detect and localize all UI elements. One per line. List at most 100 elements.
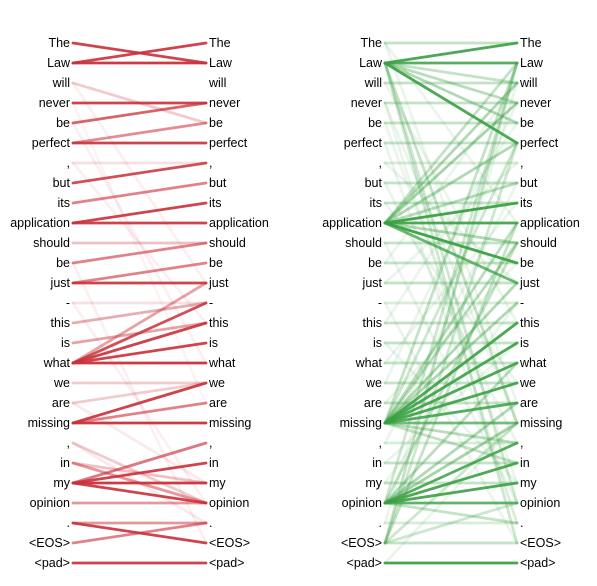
source-token-label: ,: [67, 436, 70, 450]
attention-edge: [71, 201, 208, 225]
attention-edge: [71, 381, 208, 425]
attention-edge: [71, 341, 208, 365]
source-token-label: we: [365, 376, 382, 390]
target-token-label: this: [520, 316, 539, 330]
attention-edge: [71, 161, 208, 325]
source-token-label: are: [52, 396, 70, 410]
attention-edge: [383, 81, 519, 525]
target-token-label: what: [208, 356, 236, 370]
target-token-label: application: [209, 216, 269, 230]
target-token-label: should: [209, 236, 246, 250]
attention-edge: [383, 481, 519, 505]
attention-edge: [383, 41, 519, 65]
source-token-label: are: [364, 396, 382, 410]
target-token-label: its: [520, 196, 533, 210]
attention-edge: [383, 321, 519, 425]
target-token-label: my: [209, 476, 226, 490]
panel-left: The Law will never be perfect, but its applicati…: [10, 36, 269, 570]
attention-edge: [71, 81, 208, 285]
source-token-label: ,: [379, 156, 382, 170]
target-token-label: missing: [209, 416, 251, 430]
source-token-label: never: [39, 96, 70, 110]
target-token-label: ,: [520, 436, 523, 450]
attention-edge: [383, 361, 519, 425]
target-token-label: ,: [209, 156, 212, 170]
attention-edge: [71, 441, 208, 485]
target-token-label: The: [209, 36, 231, 50]
attention-edge: [383, 41, 519, 225]
source-token-label: my: [53, 476, 70, 490]
source-token-label: ,: [67, 156, 70, 170]
attention-edge: [71, 161, 208, 185]
attention-edge: [383, 61, 519, 85]
attention-edge: [383, 61, 519, 545]
source-token-label: .: [67, 516, 70, 530]
attention-edge: [383, 181, 519, 225]
source-labels-left: The Law will never be perfect, but its applicati…: [10, 36, 71, 570]
target-token-label: never: [209, 96, 240, 110]
attention-edge: [71, 241, 208, 265]
attention-edge: [383, 501, 519, 545]
attention-edge: [71, 121, 208, 365]
source-token-label: is: [61, 336, 70, 350]
target-token-label: what: [519, 356, 547, 370]
target-token-label: <pad>: [209, 556, 244, 570]
attention-edge: [71, 261, 208, 285]
target-token-label: be: [209, 256, 223, 270]
target-token-label: we: [208, 376, 225, 390]
attention-edge: [383, 141, 519, 225]
attention-edge: [383, 401, 519, 425]
attention-edge: [383, 461, 519, 505]
source-token-label: be: [368, 256, 382, 270]
attention-edge: [383, 101, 519, 225]
attention-edge: [71, 181, 208, 205]
attention-edge: [383, 261, 519, 405]
source-token-label: in: [60, 456, 70, 470]
source-token-label: ,: [379, 436, 382, 450]
source-token-label: be: [56, 256, 70, 270]
target-token-label: -: [520, 296, 524, 310]
source-token-label: The: [360, 36, 382, 50]
source-token-label: my: [365, 476, 382, 490]
attention-edge: [71, 381, 208, 405]
attention-edge: [383, 141, 519, 545]
target-token-label: are: [520, 396, 538, 410]
target-token-label: Law: [520, 56, 544, 70]
source-token-label: <pad>: [347, 556, 382, 570]
target-token-label: ,: [520, 156, 523, 170]
source-token-label: -: [378, 296, 382, 310]
source-token-label: Law: [47, 56, 71, 70]
edges-left: [71, 41, 208, 565]
source-token-label: <EOS>: [29, 536, 70, 550]
attention-edge: [71, 301, 208, 325]
source-token-label: .: [379, 516, 382, 530]
source-token-label: but: [53, 176, 71, 190]
edges-right: [383, 41, 519, 565]
source-token-label: just: [50, 276, 71, 290]
target-token-label: but: [209, 176, 227, 190]
attention-edge: [71, 121, 208, 145]
target-token-label: .: [520, 516, 523, 530]
attention-edge: [71, 101, 208, 125]
target-token-label: <EOS>: [209, 536, 250, 550]
attention-edge: [383, 201, 519, 365]
target-token-label: be: [520, 116, 534, 130]
attention-edge: [383, 201, 519, 225]
attention-edge: [383, 221, 519, 285]
source-token-label: this: [51, 316, 70, 330]
source-token-label: we: [53, 376, 70, 390]
source-token-label: opinion: [30, 496, 70, 510]
attention-edge: [383, 361, 519, 505]
target-token-label: ,: [209, 436, 212, 450]
attention-edge: [71, 301, 208, 365]
target-labels-left: The Law will never be perfect, but its applicati…: [208, 36, 269, 570]
attention-edge: [383, 421, 519, 445]
source-token-label: what: [43, 356, 71, 370]
target-token-label: will: [519, 76, 537, 90]
target-token-label: never: [520, 96, 551, 110]
attention-edge: [383, 181, 519, 445]
target-token-label: be: [209, 116, 223, 130]
target-labels-right: The Law will never be perfect, but its applicati…: [519, 36, 580, 570]
target-token-label: opinion: [520, 496, 560, 510]
